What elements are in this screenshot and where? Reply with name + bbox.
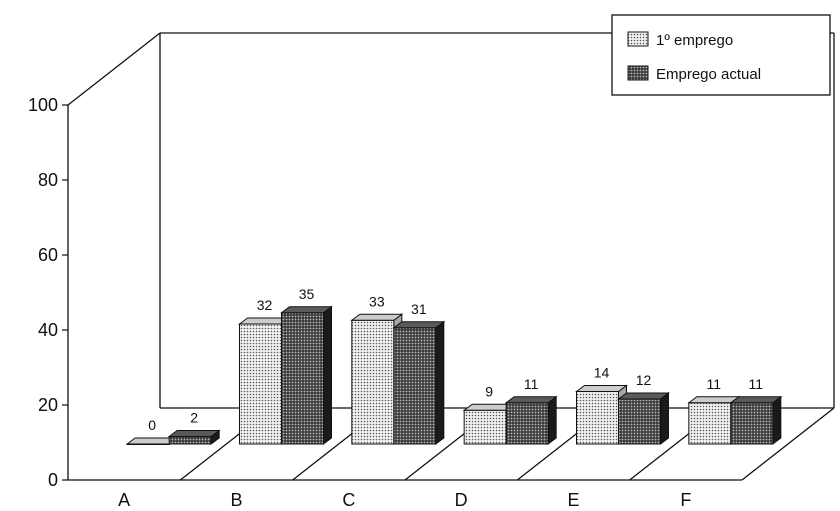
data-label: 9 bbox=[485, 383, 493, 399]
bar-emprego-actual-a bbox=[167, 429, 221, 445]
x-category-label: D bbox=[455, 490, 468, 510]
x-category-label: E bbox=[567, 490, 579, 510]
x-category-label: B bbox=[230, 490, 242, 510]
chart-legend: 1º emprego Emprego actual bbox=[611, 14, 831, 96]
bar-emprego-actual-f bbox=[729, 395, 783, 445]
bar-front-face bbox=[393, 327, 437, 445]
bar-side-face bbox=[435, 320, 445, 445]
bar-front-face bbox=[463, 409, 507, 445]
bar-side-face bbox=[547, 395, 557, 445]
y-tick-label: 40 bbox=[38, 320, 58, 340]
data-label: 33 bbox=[369, 293, 385, 309]
bar-front-face bbox=[281, 312, 324, 445]
data-label: 11 bbox=[749, 376, 764, 392]
bar-top-face bbox=[350, 313, 404, 321]
data-label: 32 bbox=[257, 297, 273, 313]
bar-front-face bbox=[730, 402, 774, 445]
bar-top-face bbox=[575, 385, 628, 392]
data-label: 2 bbox=[190, 410, 198, 426]
data-label: 35 bbox=[299, 286, 315, 302]
bar-side-face bbox=[772, 395, 782, 445]
legend-swatch bbox=[627, 65, 649, 81]
legend-swatch bbox=[627, 31, 649, 47]
data-label: 12 bbox=[636, 372, 652, 388]
bar-front-face bbox=[576, 391, 619, 445]
left-wall-top-edge bbox=[67, 32, 161, 106]
x-category-label: C bbox=[342, 490, 355, 510]
y-tick-label: 80 bbox=[38, 170, 58, 190]
legend-label: Emprego actual bbox=[656, 66, 761, 83]
y-tick-label: 100 bbox=[28, 95, 58, 115]
legend-box bbox=[611, 14, 831, 96]
bar-primeiro-emprego-f bbox=[687, 395, 741, 445]
bar-emprego-actual-b bbox=[280, 305, 333, 445]
data-label: 14 bbox=[594, 365, 610, 381]
legend-label: 1º emprego bbox=[656, 32, 733, 49]
y-tick-label: 0 bbox=[48, 470, 58, 490]
x-category-label: F bbox=[680, 490, 691, 510]
data-label: 11 bbox=[524, 376, 539, 392]
bar-top-face bbox=[617, 392, 670, 400]
bar-emprego-actual-c bbox=[392, 320, 446, 445]
chart-bars bbox=[125, 305, 783, 445]
bar-front-face bbox=[505, 402, 549, 445]
bar-front-face bbox=[168, 436, 212, 445]
bar-side-face bbox=[660, 392, 669, 445]
bar-top-face bbox=[729, 396, 783, 404]
bar-front-face bbox=[239, 323, 282, 445]
bar-top-face bbox=[392, 321, 446, 329]
x-category-label: A bbox=[118, 490, 130, 510]
data-label: 0 bbox=[148, 417, 156, 433]
bar-top-face bbox=[504, 396, 558, 404]
chart-labels: 0 20 40 60 80 100 A B C D E F 0 2 32 35 33 31 9 11 14 12 11 11 bbox=[28, 95, 763, 510]
floor-right-edge bbox=[741, 407, 835, 481]
bar-front-face bbox=[688, 402, 732, 445]
y-tick-label: 20 bbox=[38, 395, 58, 415]
bar-front-face bbox=[351, 319, 395, 445]
bar-top-face bbox=[167, 430, 221, 437]
bar-top-face bbox=[280, 306, 333, 314]
y-tick-label: 60 bbox=[38, 245, 58, 265]
data-label: 31 bbox=[411, 301, 427, 317]
bar-side-face bbox=[323, 305, 332, 445]
data-label: 11 bbox=[707, 376, 722, 392]
bar-emprego-actual-d bbox=[504, 395, 558, 445]
bar-emprego-actual-e bbox=[617, 392, 670, 445]
bar-front-face bbox=[618, 398, 661, 445]
